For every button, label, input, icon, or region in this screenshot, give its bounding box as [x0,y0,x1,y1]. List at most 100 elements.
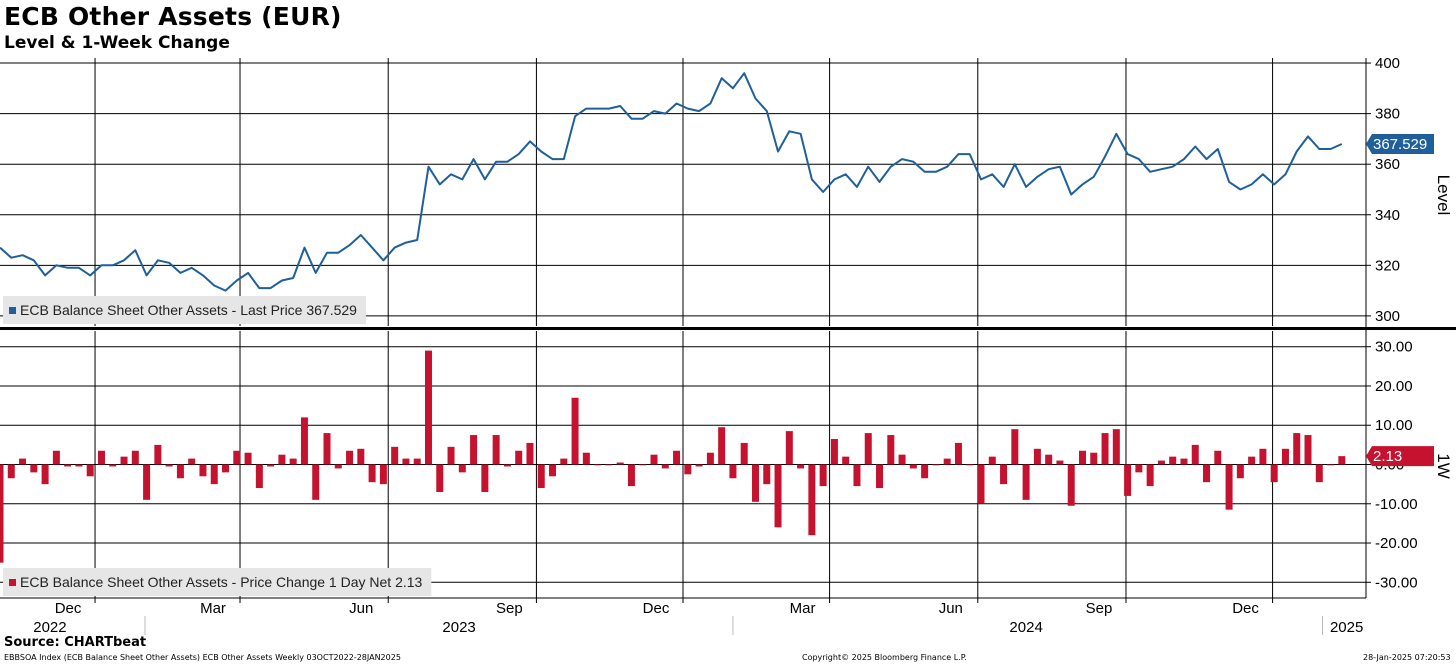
change-bar [549,464,557,477]
change-bar [1338,456,1346,465]
copyright-note: Copyright© 2025 Bloomberg Finance L.P. [802,653,967,662]
source-note: Source: CHARTbeat [4,635,147,650]
x-tick-label: Jun [349,600,373,617]
legend-background [3,296,366,324]
change-bar [312,464,320,500]
change-bar [751,464,759,502]
change-bar [481,464,489,492]
year-label: 2025 [1330,619,1363,636]
change-bar [729,464,737,479]
y-tick-label: -30.00 [1375,574,1418,591]
change-bar [1056,460,1064,465]
y-tick-label: 400 [1375,55,1400,72]
y-tick-label: 20.00 [1375,378,1413,395]
change-bar [785,431,793,465]
change-bar [244,452,252,465]
change-bar [560,458,568,465]
change-bar [639,464,647,466]
change-bar [233,450,241,465]
legend-background [3,568,432,596]
change-bar [1022,464,1030,500]
change-bar [176,464,184,479]
change-bar [255,464,263,489]
index-info: EBBSOA Index (ECB Balance Sheet Other As… [4,653,401,662]
legend-label: ECB Balance Sheet Other Assets - Price C… [20,574,423,590]
x-tick-label: Sep [1086,600,1113,617]
change-bar [492,435,500,465]
line-layer [0,72,1343,292]
y-tick-label: 10.00 [1375,417,1413,434]
y-tick-label: -10.00 [1375,496,1418,513]
timestamp: 28-Jan-2025 07:20:53 [1363,653,1451,662]
change-bar [267,464,275,467]
legend-swatch [9,307,16,314]
change-bar [740,442,748,465]
x-tick-label: Dec [643,600,670,617]
change-bar [1304,435,1312,465]
change-bar [695,464,703,467]
change-bar [661,464,669,469]
change-bar [75,464,83,467]
change-bar [278,454,286,465]
change-bar [413,458,421,465]
change-bar [503,464,511,467]
change-bar [1191,444,1199,465]
change-bar [30,464,38,473]
change-bar [887,435,895,465]
change-bar [605,464,613,466]
change-bar [1000,464,1008,485]
change-bar [131,450,139,465]
x-tick-label: Sep [496,600,523,617]
change-bar [1203,464,1211,483]
change-bar [199,464,207,477]
change-bar [515,450,523,465]
change-bar [842,456,850,465]
change-bar [368,464,376,483]
change-bar [19,458,27,465]
change-bar [650,454,658,465]
change-bar [402,458,410,465]
change-bar [300,417,308,465]
change-bar [391,446,399,465]
change-bar [154,444,162,465]
change-bar [627,464,635,487]
change-bar [571,397,579,465]
change-bar [188,458,196,465]
legend-label: ECB Balance Sheet Other Assets - Last Pr… [20,302,357,318]
change-axis-title: 1W [1434,453,1453,479]
change-bar [1315,464,1323,483]
change-bar [876,464,884,489]
change-bar [1101,433,1109,465]
y-tick-label: 320 [1375,257,1400,274]
change-bar [323,433,331,465]
change-bar [143,464,151,500]
change-bar [616,462,624,465]
change-bar [718,427,726,465]
change-bar [1033,448,1041,465]
change-bar [210,464,218,485]
frame-layer [0,58,1456,599]
change-bar [864,433,872,465]
change-bar [921,464,929,479]
change-bar [808,464,816,536]
change-bar [594,464,602,466]
change-bar [1011,429,1019,465]
change-bar [346,450,354,465]
change-bar [954,442,962,465]
chart-title: ECB Other Assets (EUR) [4,2,342,31]
year-label: 2022 [33,619,66,636]
x-tick-label: Mar [200,600,226,617]
change-bar [898,454,906,465]
change-bar [1225,464,1233,510]
change-bar [1135,464,1143,473]
change-bar [988,456,996,465]
change-bar [526,442,534,465]
change-bar [86,464,94,477]
level-axis-title: Level [1434,175,1453,216]
chart-subtitle: Level & 1-Week Change [4,33,230,53]
change-bar [706,452,714,465]
change-bar [1293,433,1301,465]
change-bar [763,464,771,485]
change-bar [797,464,805,469]
